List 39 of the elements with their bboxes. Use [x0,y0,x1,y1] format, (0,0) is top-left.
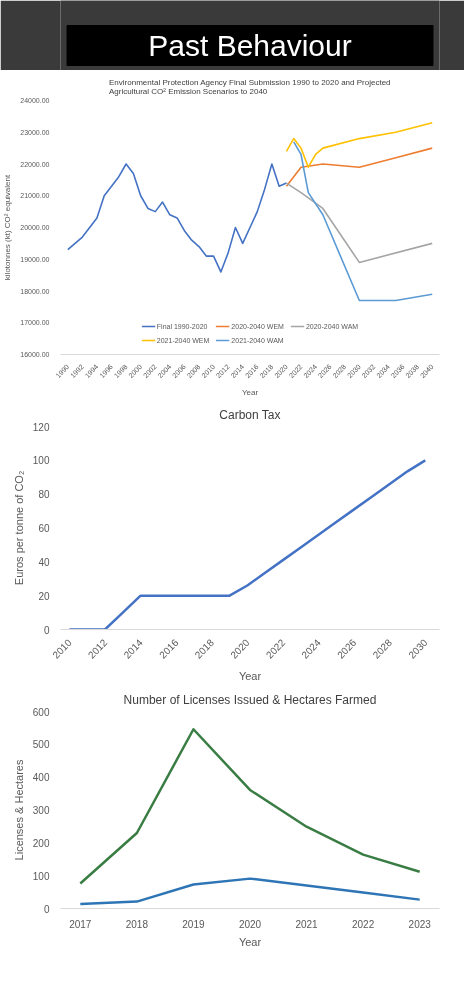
x-tick-label: 2022 [352,918,375,930]
x-axis-title: Year [238,670,262,683]
text: Past Behaviour [148,29,352,62]
line-series [285,147,434,188]
y-tick-label: 200 [32,837,50,849]
line-series [66,163,288,273]
y-tick-label: 100 [32,455,50,467]
y-axis-title: Licenses & Hectares [12,759,25,861]
y-tick-label: 600 [32,706,50,718]
x-tick-label: 2018 [125,918,149,930]
y-tick-label: 400 [32,772,50,784]
y-tick-label: 100 [32,870,50,882]
x-tick-label: 2019 [182,918,205,930]
y-axis-title: Euros per tonne of CO₂ [12,470,25,586]
y-tick-label: 20 [38,590,50,602]
y-tick-label: 500 [32,739,50,751]
y-tick-label: 0 [43,903,50,915]
chart-title: Number of Licenses Issued & Hectares Farmed [123,692,377,707]
line-series [79,727,421,885]
chart-title: Environmental Protection Agency Final Submission 1990 to 2020 and Projected Agricultural CO² Emission Scenarios to 2040 [109,77,391,96]
y-tick-label: 60 [38,523,50,534]
x-tick-label: 2017 [69,918,92,930]
chart-title: Carbon Tax [219,407,281,422]
x-tick-label: 2023 [408,918,432,930]
x-tick-label: 2021 [295,918,319,930]
y-tick-label: 300 [32,805,50,816]
x-axis-title: Year [238,935,262,948]
x-tick-label: 2020 [238,918,262,930]
y-tick-label: 80 [38,489,50,501]
y-axis-title: kilotonnes (kt) CO² equivalent [3,174,13,281]
line-series [79,877,421,906]
y-tick-label: 40 [38,556,50,568]
line-series [285,121,434,168]
line-series [292,140,434,302]
x-axis-title: Year [241,388,259,398]
line-series [68,459,427,630]
y-tick-label: 0 [43,624,50,636]
line-series [285,182,434,264]
y-tick-label: 120 [32,421,50,433]
